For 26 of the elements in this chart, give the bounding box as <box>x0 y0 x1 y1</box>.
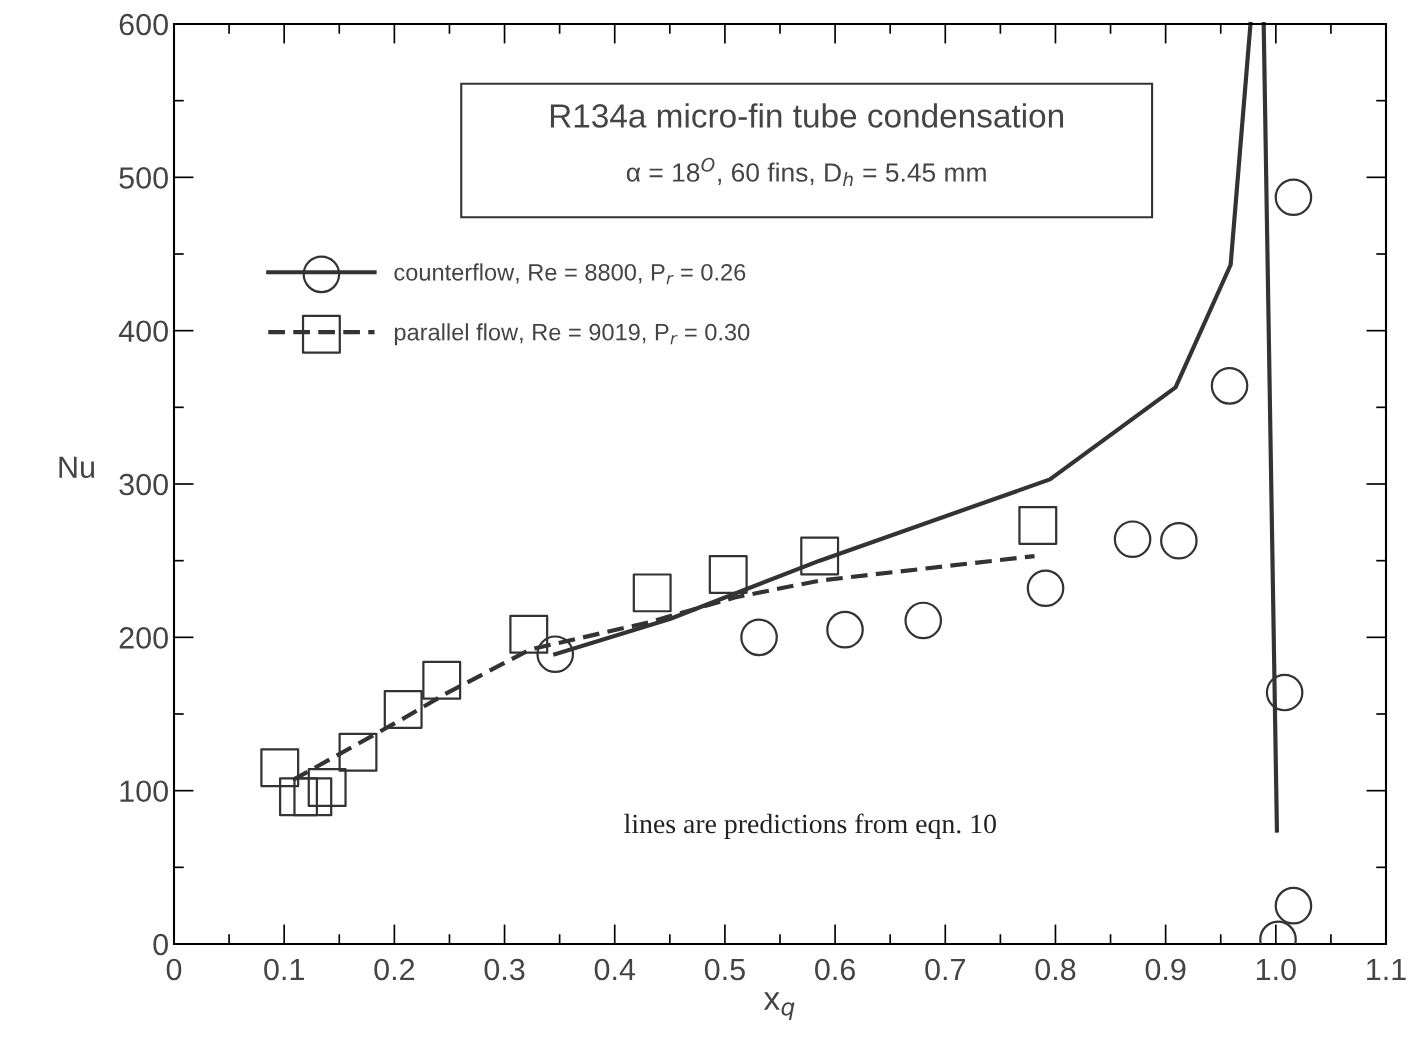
x-tick-label: 0 <box>166 958 182 981</box>
x-tick-label: 1.0 <box>1256 958 1296 981</box>
x-tick-label: 0.5 <box>704 958 745 981</box>
text: α = 18$^{O}$, 60 fins, D$_{h}$ = 5.45 mm <box>626 157 986 186</box>
x-tick-label: 0.9 <box>1145 958 1186 981</box>
x-tick-label: 0.1 <box>264 958 304 981</box>
x-tick-label: 0.8 <box>1035 958 1076 981</box>
x-tick-label: 0.7 <box>925 958 965 981</box>
legend-label: counterflow, Re = 8800, P$_{r}$ = 0.26 <box>394 263 746 285</box>
y-tick-label: 600 <box>119 13 168 36</box>
y-tick-label: 0 <box>153 933 168 956</box>
x-tick-label: 0.2 <box>374 958 415 981</box>
x-tick-label: 0.4 <box>594 958 636 981</box>
legend-label: parallel flow, Re = 9019, P$_{r}$ = 0.30 <box>394 323 750 346</box>
x-tick-label: 1.1 <box>1367 959 1406 981</box>
x-axis-title: x$_{q}$ <box>763 992 795 1021</box>
x-tick-label: 0.6 <box>815 958 855 981</box>
text: R134a micro-fin tube condensation <box>550 103 1064 128</box>
y-axis-title: Nu <box>59 456 94 478</box>
y-tick-label: 100 <box>120 780 168 803</box>
y-tick-label: 300 <box>119 473 168 496</box>
y-tick-label: 500 <box>119 167 168 189</box>
y-tick-label: 400 <box>118 320 168 343</box>
annotation: lines are predictions from eqn. 10 <box>624 813 996 839</box>
x-tick-label: 0.3 <box>484 958 525 981</box>
y-tick-label: 200 <box>119 627 168 649</box>
